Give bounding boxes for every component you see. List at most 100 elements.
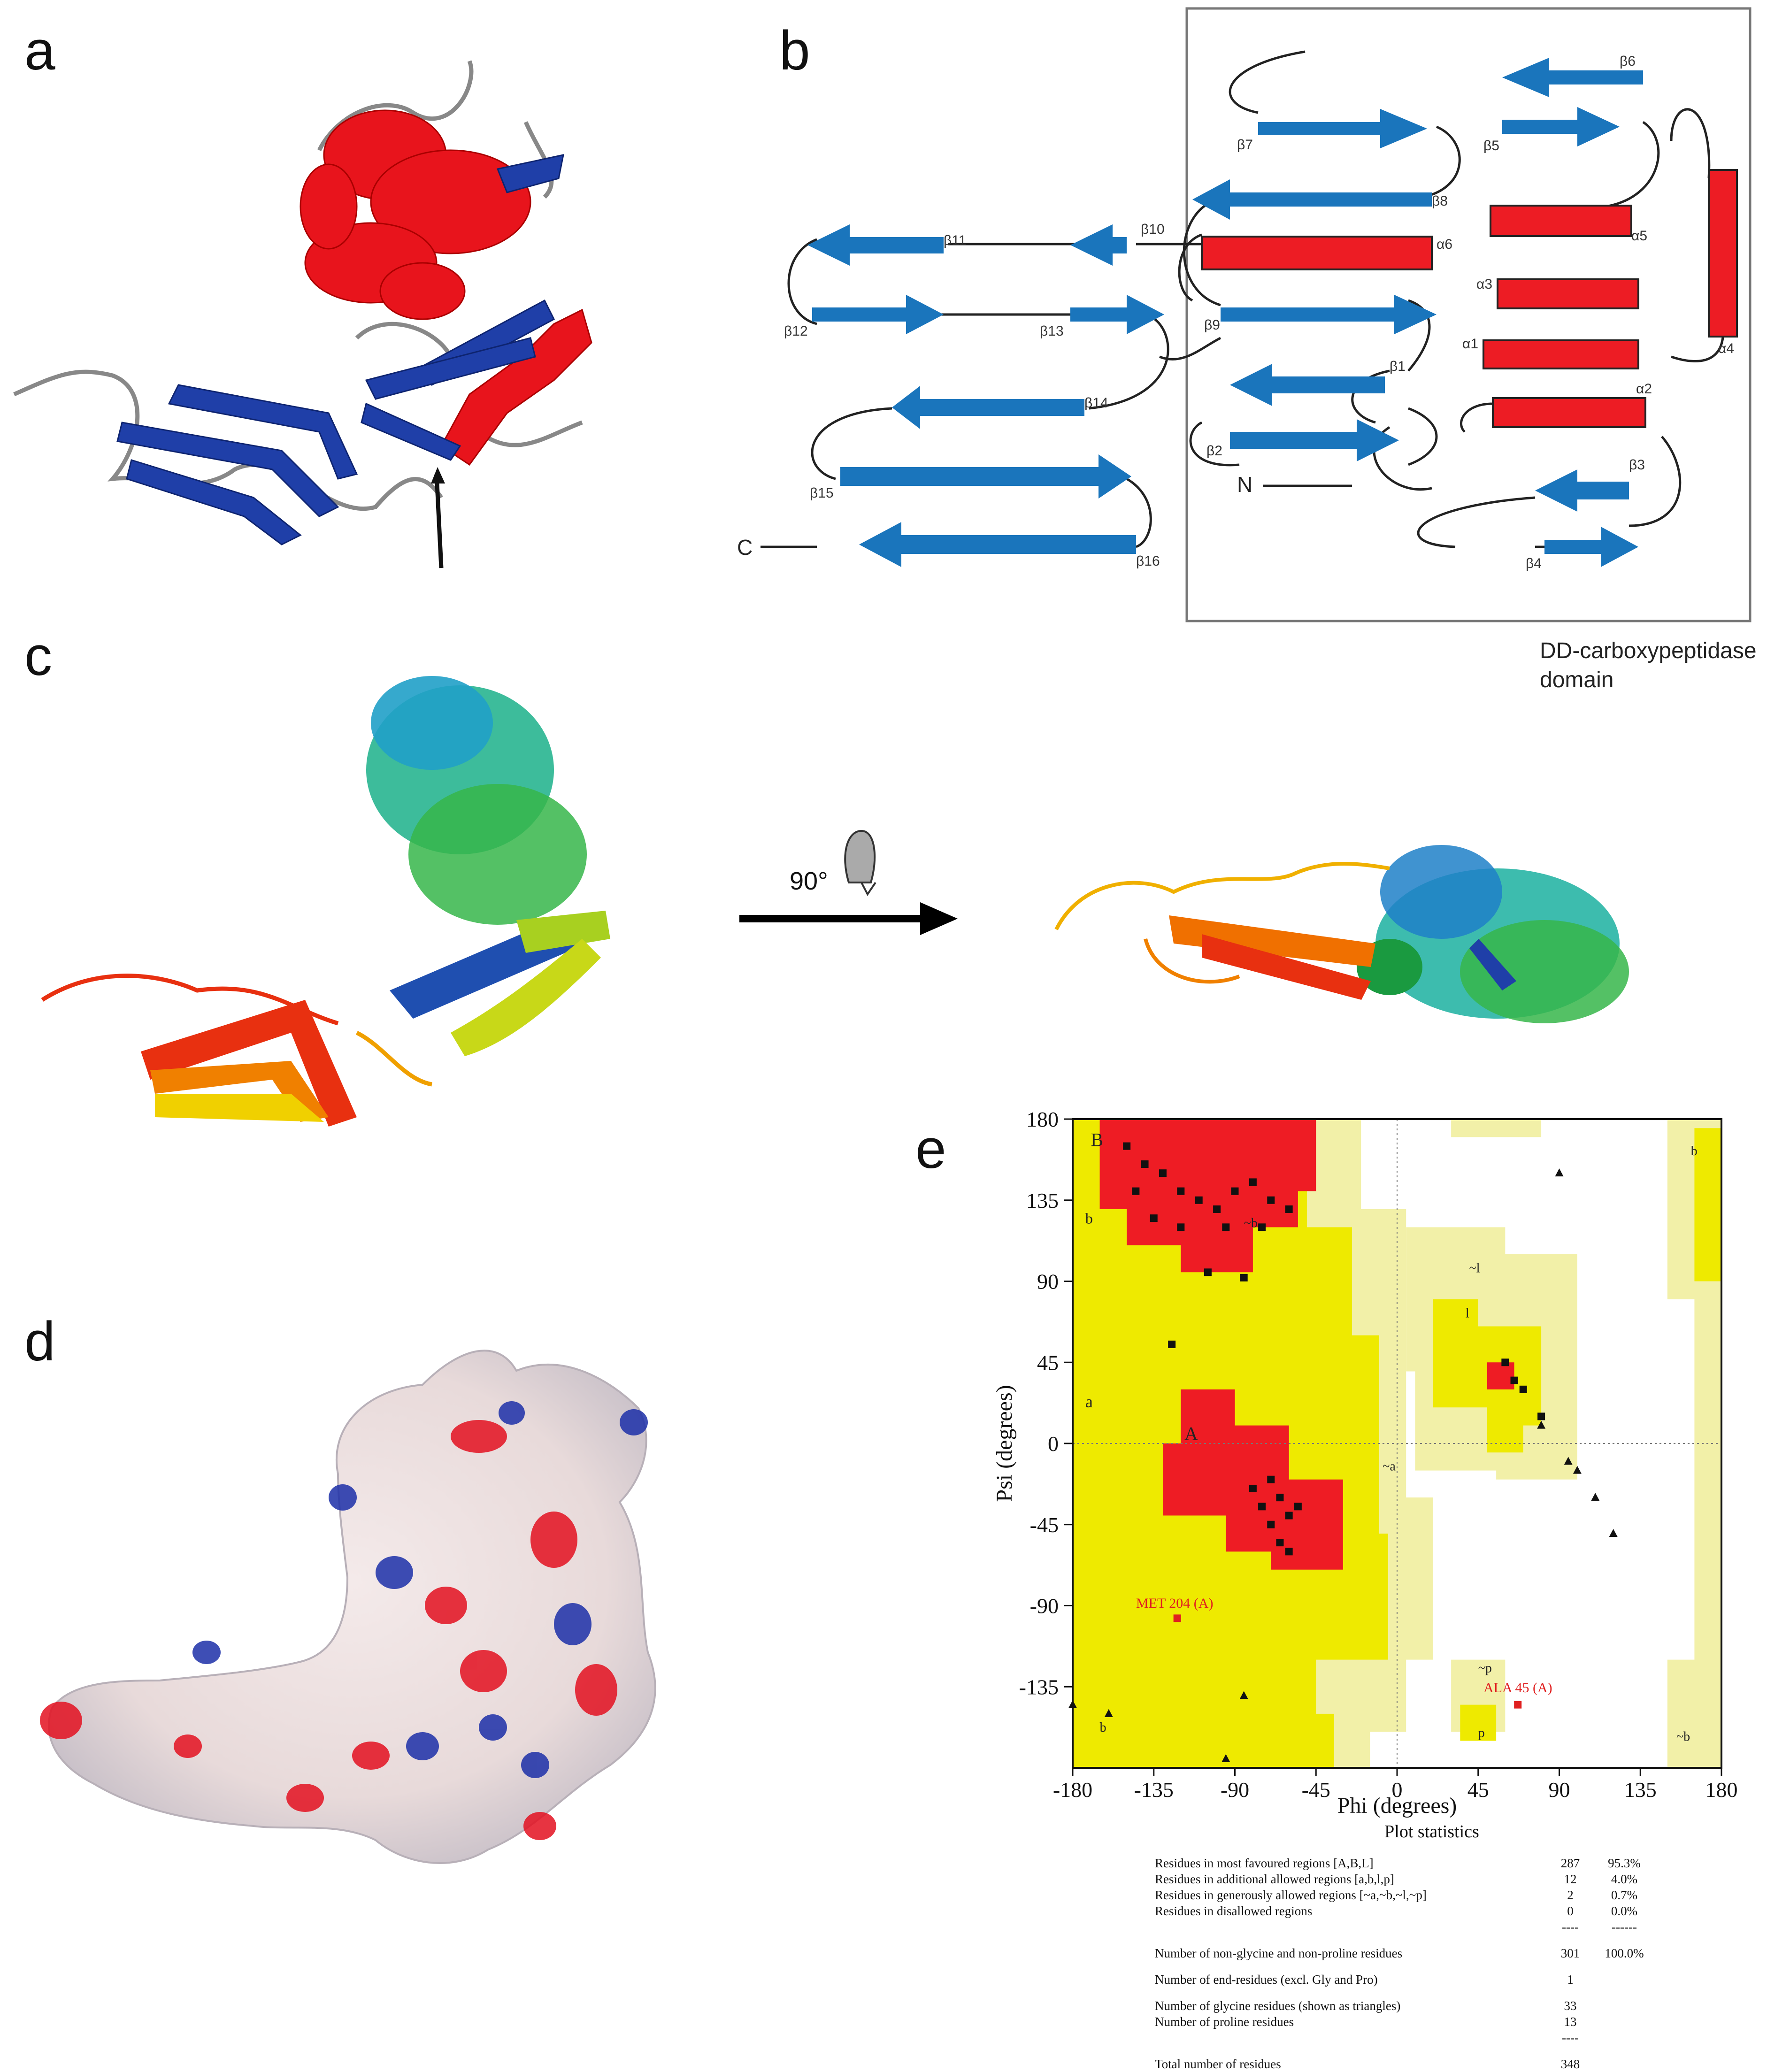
strand-b7 bbox=[1258, 109, 1427, 148]
statistics-label: Number of proline residues bbox=[1155, 2015, 1294, 2029]
helix-a2 bbox=[1492, 397, 1646, 428]
statistics-count: ---- bbox=[1562, 2031, 1579, 2045]
label-b6: β6 bbox=[1620, 54, 1636, 69]
statistics-gap bbox=[1155, 1988, 1709, 1998]
statistics-pct bbox=[1596, 2030, 1652, 2046]
helix-a4 bbox=[1708, 169, 1738, 338]
statistics-row: Residues in generously allowed regions [… bbox=[1155, 1887, 1709, 1903]
residue-point bbox=[1267, 1475, 1275, 1483]
statistics-pct bbox=[1596, 2014, 1652, 2030]
strand-b10 bbox=[1070, 224, 1127, 266]
statistics-label: Residues in disallowed regions bbox=[1155, 1904, 1313, 1918]
annotation-ala45: ALA 45 (A) bbox=[1483, 1680, 1552, 1696]
glycine-point bbox=[1609, 1528, 1618, 1537]
label-b4: β4 bbox=[1526, 556, 1542, 571]
residue-point bbox=[1294, 1503, 1302, 1511]
strand-b2 bbox=[1230, 419, 1399, 461]
region-generous-6 bbox=[1451, 1119, 1542, 1137]
label-b15: β15 bbox=[810, 485, 834, 501]
statistics-row: Total number of residues 348 bbox=[1155, 2056, 1709, 2072]
statistics-pct: 0.0% bbox=[1611, 1904, 1638, 1918]
residue-point bbox=[1222, 1223, 1230, 1231]
statistics-pct: 0.7% bbox=[1611, 1888, 1638, 1902]
residue-point bbox=[1267, 1196, 1275, 1204]
label-b5: β5 bbox=[1483, 138, 1499, 153]
residue-point bbox=[1267, 1520, 1275, 1528]
residue-point bbox=[1204, 1268, 1212, 1276]
domain-box bbox=[1185, 7, 1752, 622]
residue-point bbox=[1123, 1142, 1131, 1150]
statistics-count: 33 bbox=[1564, 1999, 1577, 2013]
strand-b1 bbox=[1230, 364, 1385, 406]
residue-point bbox=[1276, 1539, 1284, 1547]
statistics-row: Residues in most favoured regions [A,B,L… bbox=[1155, 1855, 1709, 1871]
helix-a6 bbox=[1201, 236, 1433, 270]
panel-label-a: a bbox=[24, 20, 55, 82]
n-terminus-label: N bbox=[1237, 472, 1252, 497]
region-core-10 bbox=[1162, 1389, 1343, 1570]
label-b16: β16 bbox=[1136, 553, 1160, 569]
y-tick-label: 45 bbox=[1037, 1351, 1059, 1374]
y-tick-label: 0 bbox=[1048, 1432, 1059, 1456]
glycine-point bbox=[1555, 1168, 1564, 1177]
residue-point bbox=[1249, 1178, 1257, 1186]
y-axis-label: Psi (degrees) bbox=[992, 1385, 1017, 1502]
label-a6: α6 bbox=[1437, 237, 1452, 252]
region-core-11 bbox=[1487, 1362, 1514, 1389]
x-tick-label: -180 bbox=[1053, 1778, 1092, 1802]
statistics-label bbox=[1155, 2030, 1544, 2046]
strand-b5 bbox=[1502, 107, 1620, 146]
domain-label-line1: DD-carboxypeptidase bbox=[1540, 638, 1757, 663]
statistics-count: 0 bbox=[1567, 1904, 1574, 1918]
statistics-label: Residues in additional allowed regions [… bbox=[1155, 1872, 1394, 1886]
label-b12: β12 bbox=[784, 323, 808, 339]
helix-a5 bbox=[1490, 205, 1632, 237]
x-tick-label: -90 bbox=[1221, 1778, 1249, 1802]
statistics-label bbox=[1155, 1919, 1544, 1935]
strand-b3 bbox=[1535, 469, 1629, 512]
residue-point bbox=[1258, 1503, 1266, 1511]
statistics-row: ---- bbox=[1155, 2030, 1709, 2046]
statistics-row: Number of non-glycine and non-proline re… bbox=[1155, 1945, 1709, 1961]
residue-point bbox=[1537, 1412, 1545, 1420]
region-label: b bbox=[1085, 1210, 1093, 1227]
x-axis-label: Phi (degrees) bbox=[1337, 1793, 1457, 1818]
statistics-count: 1 bbox=[1567, 1972, 1574, 1987]
x-tick-label: -45 bbox=[1302, 1778, 1330, 1802]
residue-point bbox=[1249, 1484, 1257, 1492]
statistics-label: Number of non-glycine and non-proline re… bbox=[1155, 1946, 1403, 1960]
y-tick-label: 90 bbox=[1037, 1270, 1059, 1294]
glycine-point bbox=[1573, 1466, 1582, 1474]
strand-b14 bbox=[892, 386, 1084, 429]
x-tick-label: 90 bbox=[1549, 1778, 1570, 1802]
ramachandran-region-labels: Bb ~b a A ~a ~l l ~p p b ~b b bbox=[1085, 1129, 1698, 1744]
region-label: ~a bbox=[1383, 1459, 1396, 1474]
statistics-count: 13 bbox=[1564, 2015, 1577, 2029]
region-label: B bbox=[1091, 1129, 1103, 1151]
domain-label: DD-carboxypeptidase domain bbox=[1540, 637, 1757, 695]
label-b13: β13 bbox=[1040, 323, 1064, 339]
statistics-pct: 4.0% bbox=[1611, 1872, 1638, 1886]
residue-point bbox=[1519, 1385, 1527, 1393]
glycine-point bbox=[1222, 1754, 1230, 1762]
statistics-pct: 95.3% bbox=[1608, 1856, 1641, 1870]
statistics-count: 348 bbox=[1560, 2057, 1580, 2071]
residue-point bbox=[1159, 1169, 1167, 1177]
statistics-pct: 100.0% bbox=[1605, 1946, 1644, 1960]
statistics-count: 287 bbox=[1560, 1856, 1580, 1870]
x-tick-label: 0 bbox=[1392, 1778, 1403, 1802]
strand-b8 bbox=[1192, 179, 1432, 220]
region-label: ~p bbox=[1478, 1661, 1492, 1676]
strand-b9 bbox=[1221, 295, 1437, 334]
statistics-count: 301 bbox=[1560, 1946, 1580, 1960]
region-allowed-8 bbox=[1460, 1704, 1497, 1741]
y-tick-label: 180 bbox=[1026, 1107, 1059, 1131]
topology-connections bbox=[761, 50, 1725, 548]
strand-b11 bbox=[807, 224, 944, 266]
label-a2: α2 bbox=[1636, 381, 1652, 397]
residue-point bbox=[1213, 1205, 1221, 1213]
y-tick-label: -45 bbox=[1030, 1513, 1059, 1537]
x-tick-label: -135 bbox=[1134, 1778, 1174, 1802]
outlier-point bbox=[1173, 1614, 1181, 1622]
annotation-met204: MET 204 (A) bbox=[1136, 1596, 1213, 1611]
